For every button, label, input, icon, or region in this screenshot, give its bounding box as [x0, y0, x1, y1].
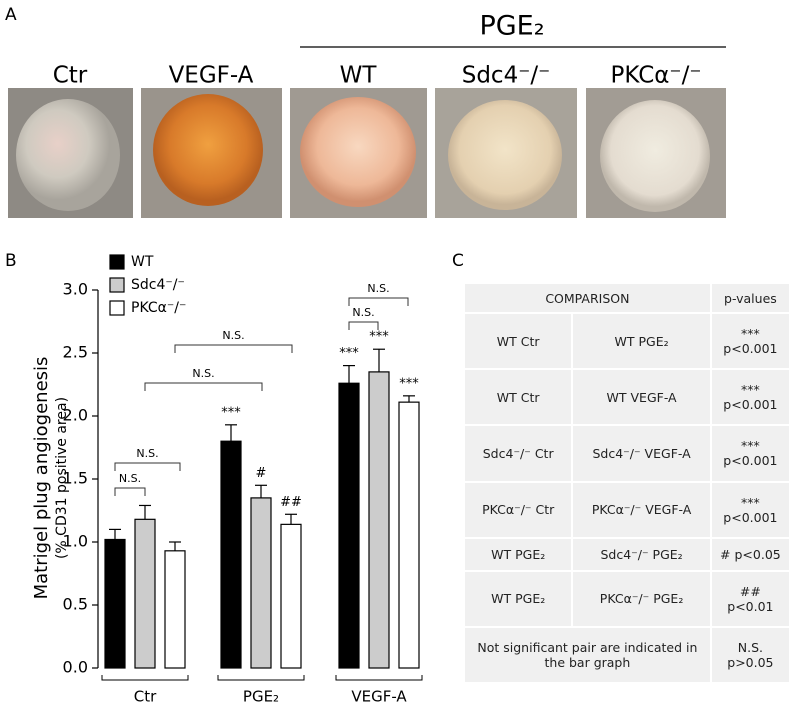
bar: [104, 538, 126, 669]
table-cell: PKCα⁻/⁻ VEGF-A: [571, 480, 712, 539]
ns-label: N.S.: [136, 447, 158, 460]
panel-label: B: [5, 251, 17, 271]
plug: [300, 97, 416, 207]
table-cell: COMPARISON: [463, 282, 712, 314]
significance-mark: ***: [221, 405, 241, 420]
y-axis-label: Matrigel plug angiogenesis: [31, 357, 52, 600]
bar: [398, 401, 420, 669]
table-cell: WT PGE₂: [462, 569, 574, 628]
x-tick-label: Ctr: [134, 688, 157, 706]
image-label: Sdc4⁻/⁻: [462, 63, 551, 89]
bar: [250, 497, 272, 669]
x-tick-label: PGE₂: [243, 688, 279, 706]
table-cell: Sdc4⁻/⁻ VEGF-A: [571, 424, 712, 483]
ns-bracket: [174, 344, 293, 353]
table-cell: WT VEGF-A: [571, 368, 712, 427]
table-row: WT PGE₂ Sdc4⁻/⁻ PGE₂ # p<0.05: [462, 536, 792, 572]
y-tick-label: 1.0: [63, 532, 88, 551]
table-cell: Sdc4⁻/⁻ PGE₂: [571, 536, 712, 572]
table-cell: WT PGE₂: [571, 311, 712, 371]
x-tick-label: VEGF-A: [351, 688, 407, 706]
y-tick-label: 0.0: [63, 658, 88, 677]
table-row: Sdc4⁻/⁻ Ctr Sdc4⁻/⁻ VEGF-A *** p<0.001: [462, 424, 792, 483]
y-tick-label: 2.0: [63, 406, 88, 425]
table-cell: N.S. p>0.05: [709, 625, 792, 685]
legend-label: PKCα⁻/⁻: [131, 300, 186, 316]
table-row: COMPARISON p-values: [463, 282, 792, 314]
ns-label: N.S.: [119, 472, 141, 485]
table-row: WT PGE₂ PKCα⁻/⁻ PGE₂ ## p<0.01: [462, 569, 792, 628]
ns-bracket: [144, 382, 263, 391]
ns-bracket: [348, 321, 379, 330]
ns-label: N.S.: [222, 329, 244, 342]
bar: [220, 440, 242, 669]
y-tick-label: 3.0: [63, 280, 88, 299]
plug: [153, 94, 263, 206]
ns-label: N.S.: [352, 306, 374, 319]
table-cell: WT Ctr: [462, 311, 574, 371]
ns-label: N.S.: [367, 282, 389, 295]
bar: [280, 523, 302, 669]
y-axis-sublabel: (% CD31 positive area): [54, 397, 70, 559]
table-row: Not significant pair are indicated in th…: [463, 625, 792, 685]
table-cell: p-values: [709, 282, 792, 314]
table-cell: # p<0.05: [709, 536, 792, 572]
photos: [8, 88, 726, 218]
table-cell: ## p<0.01: [709, 569, 792, 628]
image-label: WT: [340, 63, 378, 89]
bar: [368, 371, 390, 669]
table-cell: Sdc4⁻/⁻ Ctr: [462, 424, 574, 483]
category-bracket: [217, 675, 305, 681]
table-cell: *** p<0.001: [709, 480, 792, 539]
y-tick-label: 1.5: [63, 469, 88, 488]
significance-mark: ##: [280, 495, 302, 510]
table-cell: WT PGE₂: [462, 536, 574, 572]
table-row: PKCα⁻/⁻ Ctr PKCα⁻/⁻ VEGF-A *** p<0.001: [462, 480, 792, 539]
ns-bracket: [114, 462, 181, 471]
ns-label: N.S.: [192, 367, 214, 380]
plug: [448, 100, 562, 210]
p-value-table: COMPARISON p-values WT Ctr WT PGE₂ *** p<0.0…: [462, 282, 792, 685]
table-cell: WT Ctr: [462, 368, 574, 427]
legend-swatch: [109, 254, 125, 270]
ns-bracket: [348, 297, 409, 306]
legend-label: Sdc4⁻/⁻: [131, 277, 185, 293]
table-cell: *** p<0.001: [709, 311, 792, 371]
table-row: WT Ctr WT PGE₂ *** p<0.001: [462, 311, 792, 371]
category-bracket: [335, 675, 423, 681]
legend-label: WT: [131, 254, 154, 270]
table-cell: PKCα⁻/⁻ Ctr: [462, 480, 574, 539]
table-cell: *** p<0.001: [709, 368, 792, 427]
image-label: PKCα⁻/⁻: [611, 63, 702, 89]
image-label: Ctr: [53, 63, 88, 89]
image-label: VEGF-A: [169, 63, 254, 89]
significance-mark: ***: [399, 376, 419, 391]
legend-swatch: [109, 277, 125, 293]
table-cell: PKCα⁻/⁻ PGE₂: [571, 569, 712, 628]
panel-label: A: [5, 5, 17, 25]
legend-swatch: [109, 300, 125, 316]
category-bracket: [101, 675, 189, 681]
plug: [600, 100, 710, 212]
plug: [16, 99, 120, 211]
table-cell: *** p<0.001: [709, 424, 792, 483]
significance-mark: ***: [369, 330, 389, 345]
y-tick-label: 2.5: [63, 343, 88, 362]
bar: [164, 550, 186, 669]
group-header: PGE₂: [479, 11, 544, 42]
significance-mark: #: [256, 466, 267, 481]
bar: [134, 518, 156, 669]
ns-bracket: [114, 487, 146, 496]
significance-mark: ***: [339, 346, 359, 361]
bar: [338, 382, 360, 669]
table-cell: Not significant pair are indicated in th…: [463, 625, 712, 685]
table-row: WT Ctr WT VEGF-A *** p<0.001: [462, 368, 792, 427]
panel-label: C: [452, 251, 464, 271]
y-tick-label: 0.5: [63, 595, 88, 614]
